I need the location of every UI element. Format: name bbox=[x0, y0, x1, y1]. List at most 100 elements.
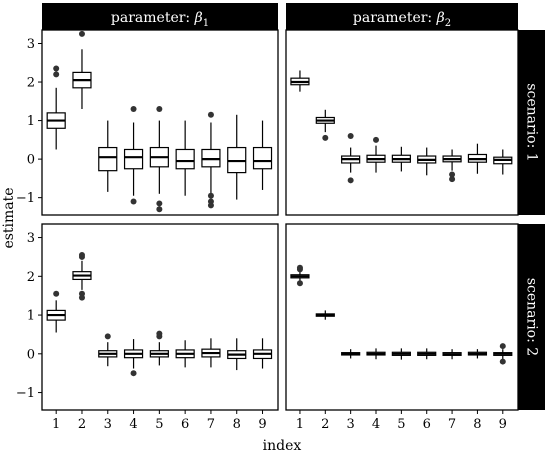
outlier-point bbox=[53, 71, 60, 78]
boxplot-6 bbox=[175, 120, 195, 196]
box-iqr bbox=[252, 146, 273, 170]
box-iqr bbox=[123, 148, 144, 170]
boxplot-2 bbox=[72, 252, 92, 301]
boxplot-4 bbox=[123, 106, 144, 205]
x-tick-label: 1 bbox=[296, 417, 304, 432]
boxplot-9 bbox=[493, 343, 513, 365]
x-tick-label: 9 bbox=[499, 417, 507, 432]
box-iqr bbox=[175, 148, 195, 170]
x-tick-label: 7 bbox=[448, 417, 456, 432]
x-tick-label: 1 bbox=[52, 417, 60, 432]
y-tick-label: −1 bbox=[16, 386, 35, 401]
x-tick-label: 4 bbox=[129, 417, 137, 432]
x-tick-label: 6 bbox=[181, 417, 189, 432]
y-tick-label: 0 bbox=[27, 153, 35, 168]
x-tick-label: 2 bbox=[78, 417, 86, 432]
boxplot-1 bbox=[290, 70, 310, 92]
x-tick-label: 7 bbox=[207, 417, 215, 432]
boxplot-2 bbox=[315, 109, 335, 141]
outlier-point bbox=[130, 106, 137, 113]
x-tick-label: 5 bbox=[397, 417, 405, 432]
y-tick-label: 1 bbox=[27, 309, 35, 324]
outlier-point bbox=[449, 171, 456, 178]
boxplot-9 bbox=[252, 120, 273, 190]
boxplot-1 bbox=[290, 264, 310, 287]
boxplot-8 bbox=[467, 143, 488, 174]
y-tick-label: −1 bbox=[16, 191, 35, 206]
boxplot-6 bbox=[417, 147, 437, 176]
x-tick-label: 6 bbox=[423, 417, 431, 432]
boxplot-2 bbox=[315, 310, 335, 320]
x-tick-label: 3 bbox=[104, 417, 112, 432]
y-tick-label: 1 bbox=[27, 114, 35, 129]
boxplot-3 bbox=[341, 349, 361, 359]
box-iqr bbox=[98, 146, 118, 172]
y-tick-label: 3 bbox=[27, 37, 35, 52]
boxplot-6 bbox=[417, 348, 437, 360]
outlier-point bbox=[449, 176, 456, 183]
boxplot-7 bbox=[442, 349, 462, 360]
boxplot-2 bbox=[72, 30, 92, 110]
boxplot-8 bbox=[467, 349, 488, 359]
outlier-point bbox=[207, 202, 214, 209]
outlier-point bbox=[78, 30, 85, 37]
x-tick-label: 9 bbox=[258, 417, 266, 432]
outlier-point bbox=[78, 294, 85, 301]
panel-frame bbox=[41, 223, 279, 411]
column-strip-label: parameter: β1 bbox=[111, 10, 209, 29]
y-tick-label: 2 bbox=[27, 76, 35, 91]
x-tick-label: 3 bbox=[347, 417, 355, 432]
outlier-point bbox=[156, 200, 163, 207]
x-tick-label: 8 bbox=[473, 417, 481, 432]
outlier-point bbox=[499, 358, 506, 365]
column-strip bbox=[286, 3, 518, 30]
outlier-point bbox=[322, 134, 329, 141]
boxplot-7 bbox=[442, 149, 462, 183]
row-strip bbox=[518, 224, 545, 410]
outlier-point bbox=[296, 264, 303, 271]
boxplot-3 bbox=[98, 333, 118, 367]
boxplot-4 bbox=[366, 348, 386, 360]
boxplot-1 bbox=[46, 65, 66, 150]
outlier-point bbox=[296, 280, 303, 287]
y-tick-label: 2 bbox=[27, 270, 35, 285]
outlier-point bbox=[156, 206, 163, 213]
x-axis-title: index bbox=[263, 438, 302, 454]
boxplot-6 bbox=[175, 340, 195, 368]
outlier-point bbox=[373, 136, 380, 143]
outlier-point bbox=[347, 132, 354, 139]
outlier-point bbox=[347, 177, 354, 184]
boxplot-5 bbox=[391, 348, 411, 360]
y-tick-label: 3 bbox=[27, 231, 35, 246]
outlier-point bbox=[499, 343, 506, 350]
outlier-point bbox=[130, 198, 137, 205]
boxplot-9 bbox=[493, 149, 513, 175]
outlier-point bbox=[156, 106, 163, 113]
row-strip-label: scenario: 2 bbox=[524, 278, 540, 356]
boxplot-8 bbox=[227, 114, 247, 200]
boxplot-5 bbox=[391, 146, 411, 172]
boxplot-5 bbox=[149, 106, 169, 213]
y-axis-title: estimate bbox=[1, 187, 17, 248]
outlier-point bbox=[156, 330, 163, 337]
boxplot-4 bbox=[366, 136, 386, 173]
panel-frame bbox=[285, 223, 519, 411]
panel-frame bbox=[41, 29, 279, 216]
boxplot-7 bbox=[201, 111, 221, 209]
outlier-point bbox=[104, 333, 111, 340]
boxplot-5 bbox=[149, 330, 169, 366]
outlier-point bbox=[207, 111, 214, 118]
x-tick-label: 5 bbox=[155, 417, 163, 432]
boxplot-3 bbox=[341, 132, 361, 184]
row-strip bbox=[518, 30, 545, 215]
boxplot-8 bbox=[227, 338, 247, 371]
outlier-point bbox=[78, 252, 85, 258]
outlier-point bbox=[207, 192, 214, 199]
outlier-point bbox=[53, 65, 60, 72]
column-strip bbox=[42, 3, 278, 30]
x-tick-label: 2 bbox=[321, 417, 329, 432]
x-tick-label: 8 bbox=[233, 417, 241, 432]
boxplot-4 bbox=[123, 339, 144, 377]
outlier-point bbox=[130, 370, 137, 377]
